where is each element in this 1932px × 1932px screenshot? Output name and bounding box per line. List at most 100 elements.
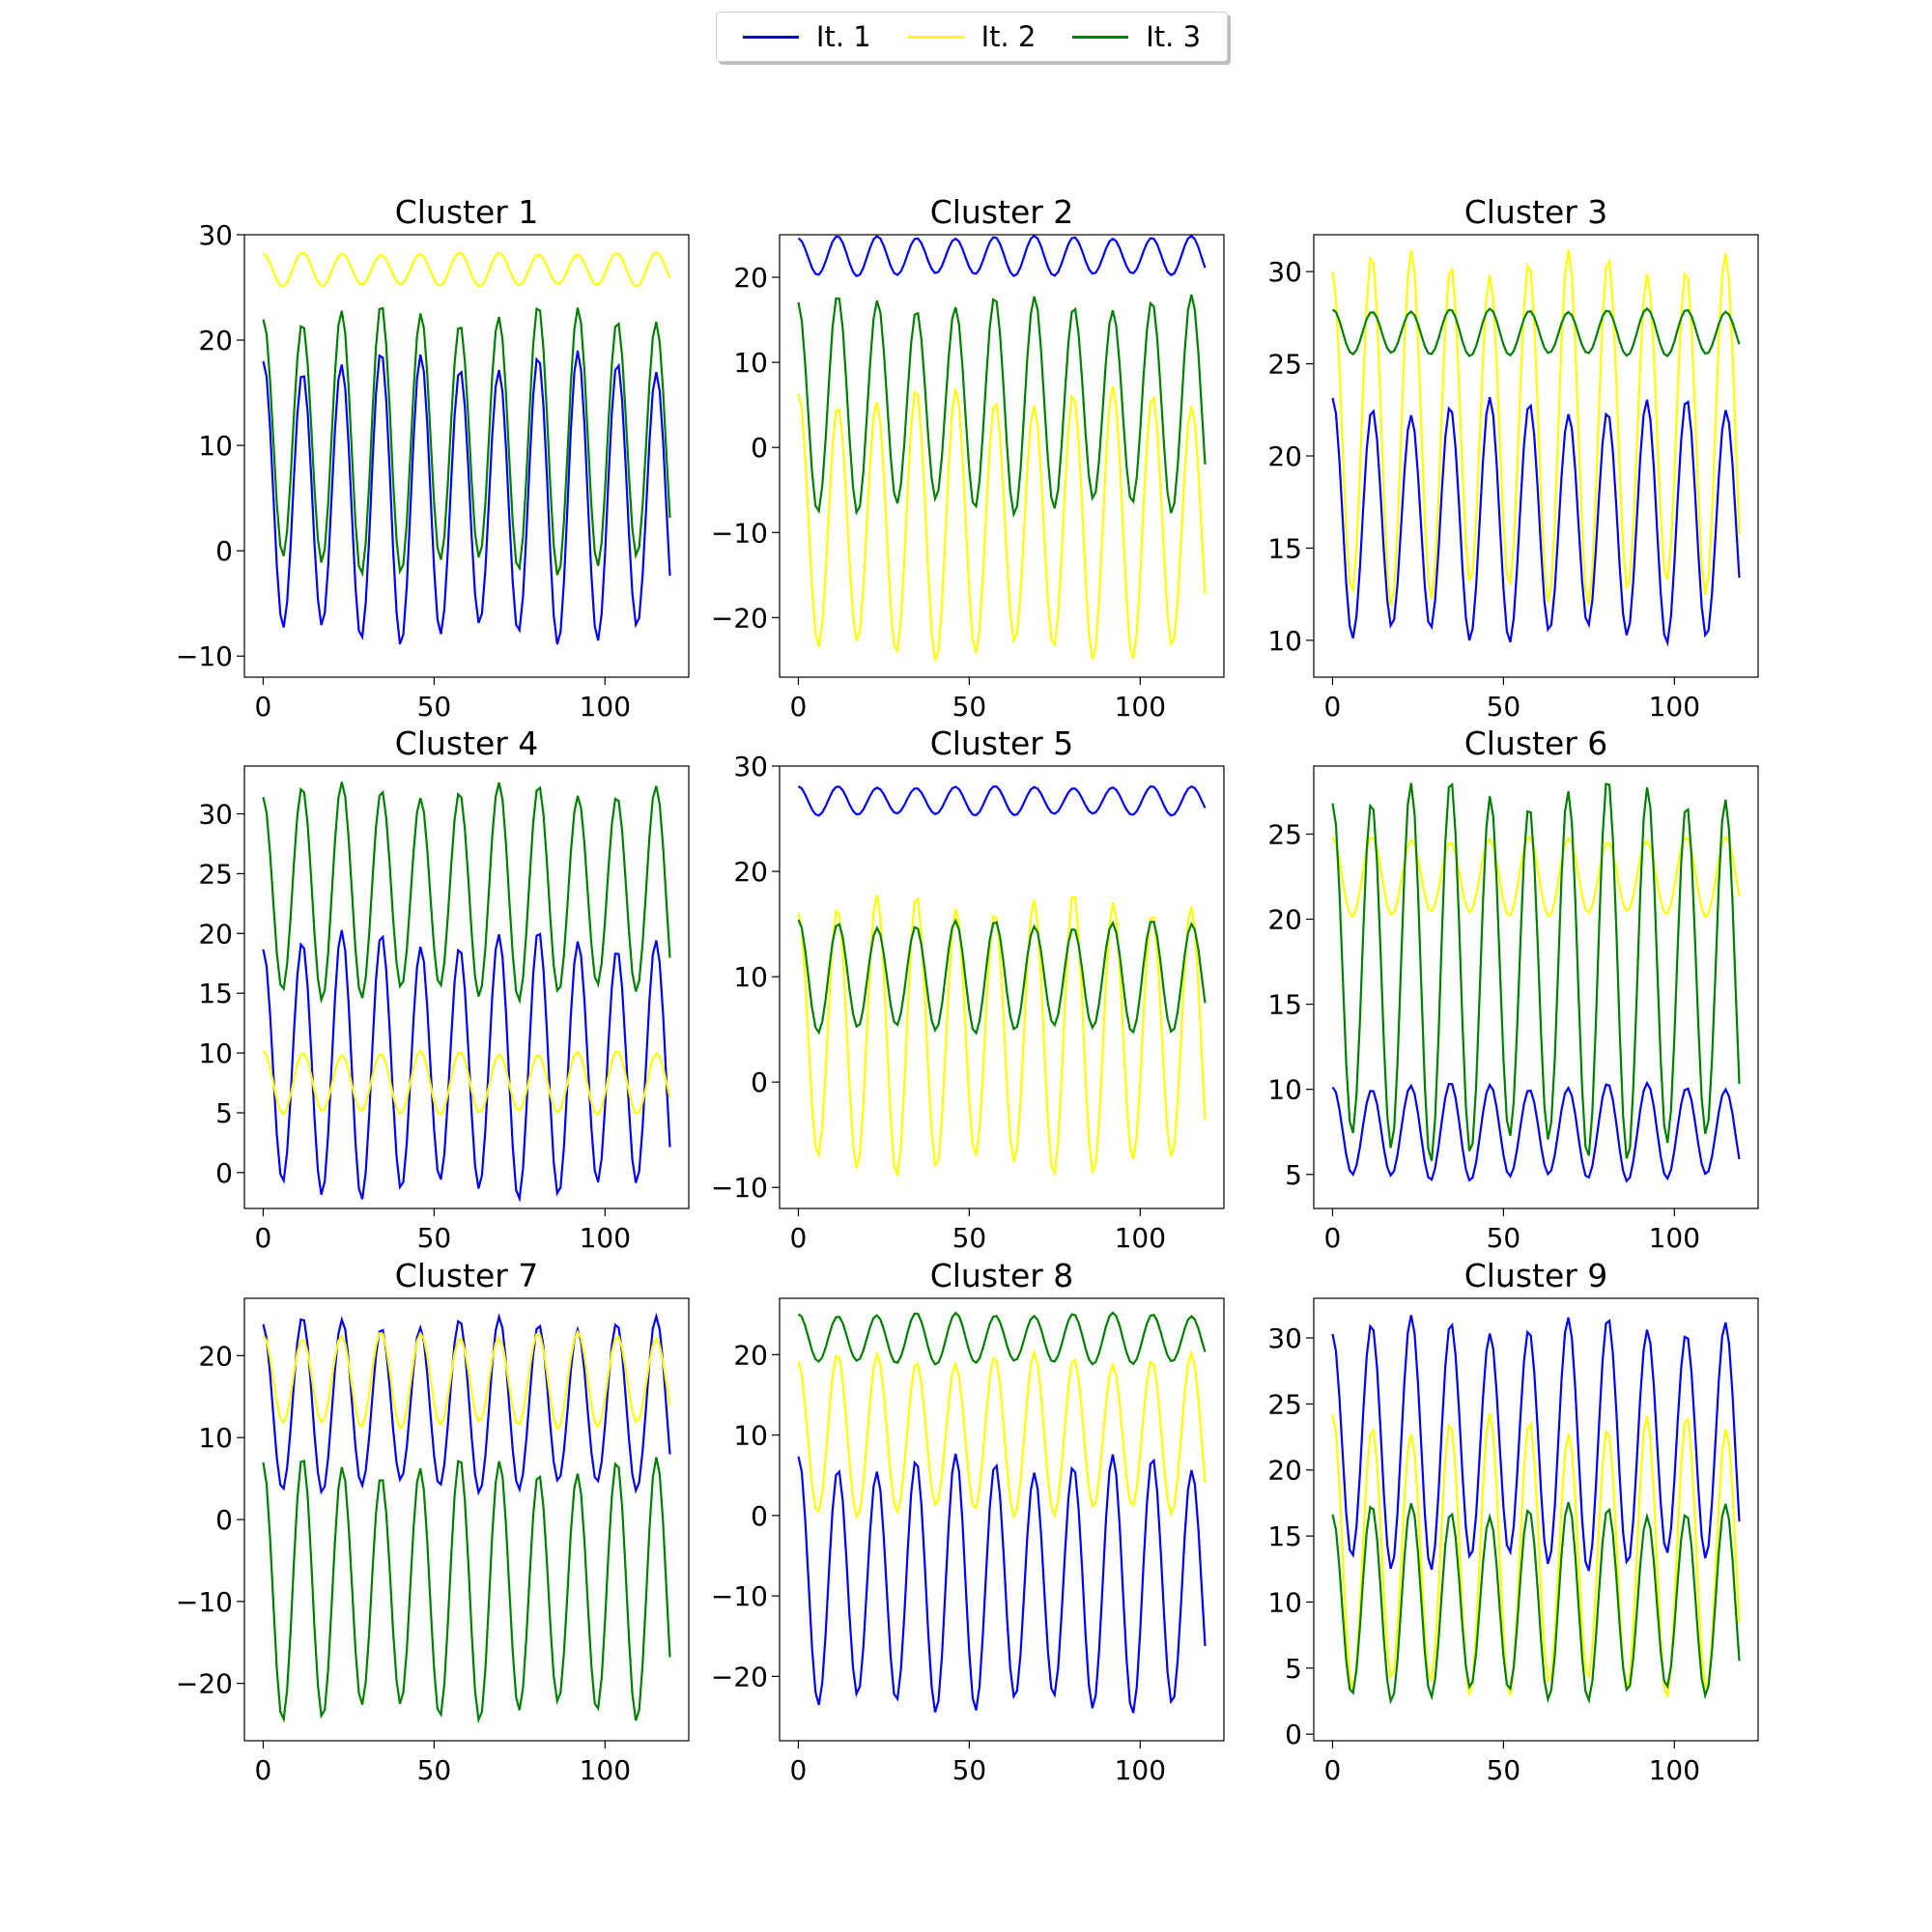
series-line (1331, 835, 1741, 919)
axes-frame (1313, 765, 1759, 1209)
y-tick-label: 20 (1267, 1455, 1302, 1487)
series-line (262, 306, 671, 578)
x-tick-label: 100 (1115, 1222, 1166, 1254)
y-tick-label: 15 (1267, 532, 1302, 564)
x-tick-label: 50 (417, 1754, 452, 1786)
y-tick-label: 20 (1267, 440, 1302, 472)
series-line (797, 1453, 1207, 1714)
legend-swatch (742, 35, 799, 39)
y-tick-label: 20 (1267, 904, 1302, 936)
x-tick-label: 0 (790, 1222, 808, 1254)
y-tick-label: 10 (1267, 1074, 1302, 1106)
axes-frame (1313, 1297, 1759, 1742)
subplot-8: Cluster 8 −20 −10 0 10 20 0 50 100 (711, 1257, 1225, 1786)
y-tick-label: 20 (198, 1340, 233, 1372)
series-line (797, 918, 1207, 1036)
y-tick-label: −10 (711, 517, 768, 549)
x-tick-label: 50 (1487, 1754, 1521, 1786)
y-tick-label: −10 (711, 1580, 768, 1612)
series-line (797, 385, 1207, 662)
series-line (797, 294, 1207, 519)
y-tick-label: 15 (1267, 1520, 1302, 1552)
x-tick-label: 0 (1324, 1754, 1342, 1786)
legend-item: It. 1 (742, 20, 871, 53)
subplot-7: Cluster 7 −20 −10 0 10 20 0 50 100 (176, 1257, 690, 1786)
y-tick-label: 10 (733, 1420, 768, 1452)
series-line (262, 929, 671, 1203)
x-tick-label: 50 (952, 1754, 987, 1786)
y-tick-label: 10 (733, 961, 768, 993)
x-tick-label: 0 (790, 691, 808, 723)
y-tick-label: 0 (751, 432, 768, 464)
legend-label: It. 1 (815, 20, 871, 53)
y-tick-label: 5 (1285, 1653, 1302, 1685)
subplot-3: Cluster 3 10 15 20 25 30 0 50 100 (1267, 193, 1759, 723)
y-tick-label: −20 (711, 1661, 768, 1692)
subplot-4: Cluster 4 0 5 10 15 20 25 30 0 50 100 (198, 724, 690, 1254)
series-line (797, 894, 1207, 1178)
series-line (1331, 248, 1741, 607)
y-tick-label: 10 (733, 347, 768, 379)
y-tick-label: 0 (215, 1504, 233, 1536)
series-line (797, 234, 1207, 278)
y-tick-label: 0 (215, 1157, 233, 1189)
series-line (1331, 1315, 1741, 1572)
subplot-6: Cluster 6 5 10 15 20 25 0 50 100 (1267, 724, 1759, 1254)
x-tick-label: 0 (1324, 691, 1342, 723)
series-line (797, 1311, 1207, 1366)
series-line (262, 1048, 671, 1117)
series-line (1331, 1501, 1741, 1705)
y-tick-label: 20 (198, 325, 233, 356)
axes-frame (779, 234, 1225, 678)
x-tick-label: 100 (580, 1754, 631, 1786)
y-tick-label: 20 (198, 918, 233, 950)
y-tick-label: 0 (751, 1066, 768, 1098)
y-tick-label: 30 (733, 751, 768, 782)
legend-label: It. 2 (980, 20, 1037, 53)
series-line (1331, 396, 1741, 647)
series-line (1331, 1080, 1741, 1183)
x-tick-label: 100 (1115, 1754, 1166, 1786)
series-line (262, 1329, 671, 1431)
x-tick-label: 0 (255, 1754, 272, 1786)
series-line (262, 781, 671, 1005)
y-tick-label: 20 (733, 1339, 768, 1371)
y-tick-label: −20 (176, 1668, 233, 1700)
y-tick-label: −10 (176, 640, 233, 672)
subplot-9: Cluster 9 0 5 10 15 20 25 30 0 50 100 (1267, 1257, 1759, 1786)
subplot-title: Cluster 4 (395, 724, 539, 762)
legend-label: It. 3 (1146, 20, 1202, 53)
x-tick-label: 100 (1115, 691, 1166, 723)
x-tick-label: 50 (417, 691, 452, 723)
y-tick-label: 15 (198, 978, 233, 1009)
y-tick-label: 20 (733, 262, 768, 294)
subplot-title: Cluster 1 (395, 193, 539, 231)
y-tick-label: −20 (711, 602, 768, 634)
x-tick-label: 100 (1649, 1754, 1700, 1786)
legend-swatch (1072, 35, 1129, 39)
y-tick-label: 30 (198, 799, 233, 831)
y-tick-label: 25 (1267, 1388, 1302, 1420)
axes-frame (779, 765, 1225, 1209)
x-tick-label: 50 (417, 1222, 452, 1254)
y-tick-label: 5 (1285, 1159, 1302, 1191)
subplot-5: Cluster 5 −10 0 10 20 30 0 50 100 (711, 724, 1225, 1254)
legend: It. 1 It. 2 It. 3 (716, 12, 1228, 62)
y-tick-label: 5 (215, 1097, 233, 1129)
axes-frame (243, 234, 690, 678)
legend-item: It. 3 (1072, 20, 1201, 53)
subplot-title: Cluster 8 (930, 1257, 1074, 1294)
series-line (262, 251, 671, 288)
series-line (797, 1349, 1207, 1520)
series-line (797, 784, 1207, 817)
x-tick-label: 50 (1487, 1222, 1521, 1254)
x-tick-label: 0 (1324, 1222, 1342, 1254)
legend-swatch (907, 35, 964, 39)
y-tick-label: 30 (1267, 1322, 1302, 1354)
legend-item: It. 2 (907, 20, 1037, 53)
y-tick-label: 10 (198, 1037, 233, 1069)
x-tick-label: 100 (1649, 1222, 1700, 1254)
y-tick-label: 10 (1267, 625, 1302, 657)
series-line (262, 1457, 671, 1724)
y-tick-label: 10 (198, 430, 233, 462)
